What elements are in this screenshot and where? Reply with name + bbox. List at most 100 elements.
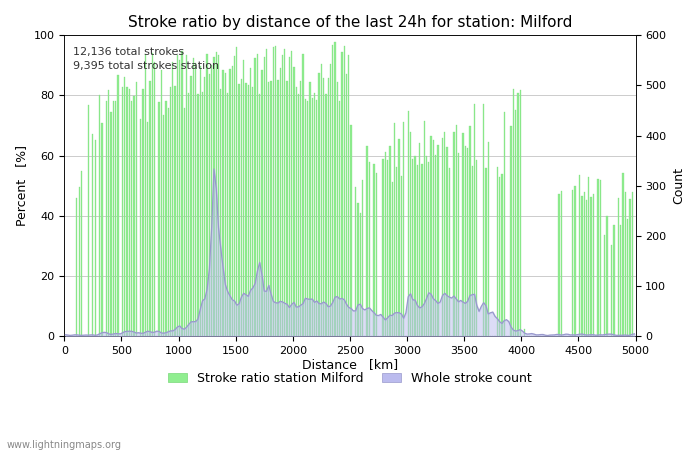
Bar [597, 179, 598, 336]
Bar [572, 190, 573, 336]
Bar [622, 173, 624, 336]
Bar [517, 93, 519, 336]
Bar [357, 203, 358, 336]
Bar [599, 180, 601, 336]
Bar [165, 101, 167, 336]
Bar [416, 165, 418, 336]
Bar [273, 47, 274, 336]
Bar [458, 153, 459, 336]
Bar [225, 73, 226, 336]
Bar [465, 146, 466, 336]
Bar [275, 46, 276, 336]
Bar [407, 111, 409, 336]
Bar [316, 100, 317, 336]
Bar [99, 95, 100, 336]
Bar [559, 194, 560, 336]
Bar [124, 77, 125, 336]
Bar [497, 167, 498, 336]
Bar [211, 65, 212, 336]
Bar [403, 122, 405, 336]
Bar [326, 94, 327, 336]
Bar [257, 54, 258, 336]
Bar [223, 71, 224, 336]
Bar [348, 55, 349, 336]
Bar [321, 64, 322, 336]
Bar [355, 187, 356, 336]
Bar [209, 74, 210, 336]
Bar [593, 194, 594, 336]
Bar [304, 99, 306, 336]
Bar [611, 245, 612, 336]
Bar [193, 58, 194, 336]
Bar [474, 104, 475, 336]
Bar [627, 219, 628, 336]
Bar [618, 198, 619, 336]
Bar [501, 174, 503, 336]
Bar [261, 70, 262, 336]
Bar [344, 46, 345, 336]
Bar [127, 87, 128, 336]
Bar [214, 57, 215, 336]
Bar [396, 166, 398, 336]
Bar [330, 63, 331, 336]
Bar [94, 140, 96, 336]
Bar [391, 181, 393, 336]
Bar [499, 177, 500, 336]
Bar [398, 139, 400, 336]
Bar [288, 58, 290, 336]
Bar [503, 112, 505, 336]
Bar [174, 86, 176, 336]
Bar [183, 108, 185, 336]
Bar [586, 200, 587, 336]
Bar [140, 119, 141, 336]
Bar [300, 81, 302, 336]
Y-axis label: Percent   [%]: Percent [%] [15, 145, 28, 226]
Bar [314, 94, 315, 336]
Bar [519, 90, 521, 336]
Bar [245, 83, 246, 336]
Bar [252, 87, 253, 336]
Bar [469, 126, 470, 336]
Bar [154, 62, 155, 336]
Bar [167, 108, 169, 336]
Bar [282, 55, 284, 336]
Bar [629, 199, 631, 336]
Bar [129, 90, 130, 336]
Bar [295, 87, 297, 336]
Bar [590, 198, 592, 336]
Bar [328, 77, 329, 336]
Bar [604, 235, 606, 336]
Bar [152, 53, 153, 336]
Bar [161, 70, 162, 336]
Bar [181, 51, 183, 336]
Bar [197, 94, 199, 336]
Bar [266, 49, 267, 336]
Bar [170, 87, 172, 336]
Bar [243, 60, 244, 336]
Bar [190, 76, 192, 336]
Bar [485, 168, 486, 336]
Bar [92, 134, 94, 336]
Bar [177, 55, 178, 336]
Bar [620, 225, 622, 336]
Bar [286, 81, 288, 336]
Bar [115, 101, 116, 336]
Bar [385, 153, 386, 336]
Bar [172, 62, 174, 336]
Bar [158, 102, 160, 336]
Bar [606, 216, 608, 336]
Bar [259, 94, 260, 336]
Bar [467, 148, 468, 336]
Bar [136, 81, 137, 336]
Bar [227, 93, 228, 336]
Bar [106, 101, 107, 336]
Bar [204, 77, 206, 336]
Bar [88, 104, 89, 336]
Bar [624, 192, 626, 336]
Bar [163, 115, 164, 336]
Bar [579, 176, 580, 336]
Bar [430, 136, 432, 336]
Bar [131, 101, 132, 336]
Bar [188, 93, 190, 336]
Bar [236, 47, 237, 336]
